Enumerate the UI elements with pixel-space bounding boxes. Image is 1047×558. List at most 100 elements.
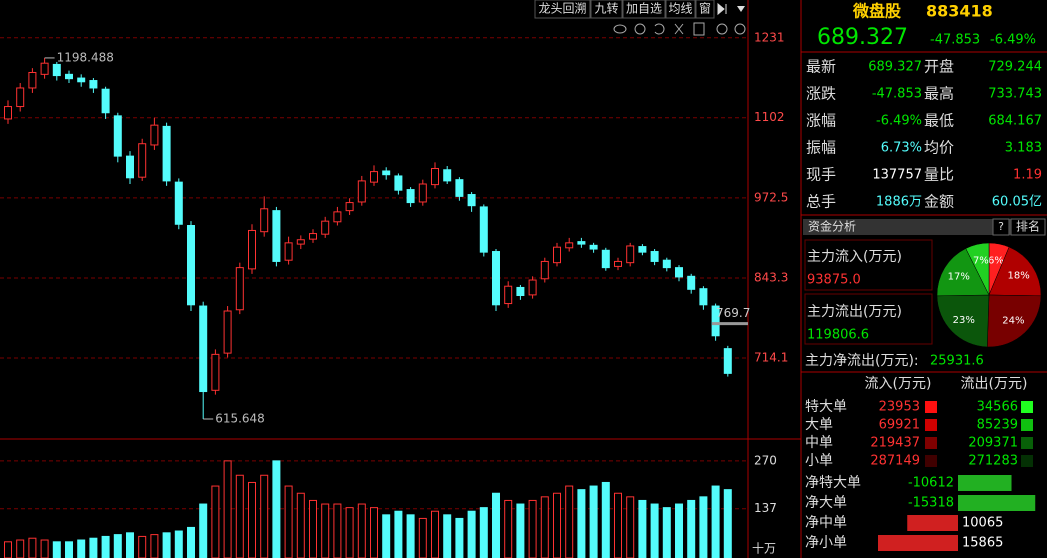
- candle-body: [199, 305, 208, 393]
- volume-bar: [589, 485, 598, 558]
- candle-body: [174, 181, 183, 225]
- candle-body: [614, 260, 622, 267]
- quote-value: 60.05亿: [992, 195, 1042, 210]
- quote-label: 振幅: [806, 139, 836, 157]
- quote-value: 1886万: [876, 195, 922, 210]
- volume-bar: [284, 485, 293, 558]
- quote-value: 6.73%: [881, 141, 922, 156]
- quote-value: 689.327: [868, 60, 922, 75]
- y-tick-label: 137: [754, 501, 777, 515]
- volume-bar: [577, 489, 586, 558]
- candle-body: [272, 210, 281, 262]
- flow-in: 219437: [870, 436, 920, 451]
- volume-bar: [443, 514, 452, 558]
- volume-bar: [711, 485, 720, 558]
- candle-body: [455, 179, 464, 197]
- volume-bar: [614, 492, 622, 558]
- quote-value: 684.167: [988, 114, 1042, 129]
- rank-button[interactable]: [1010, 218, 1046, 236]
- volume-bar: [687, 499, 696, 558]
- candle-body: [4, 106, 12, 120]
- help-button[interactable]: [992, 218, 1010, 236]
- candle-body: [467, 194, 476, 207]
- candle-body: [296, 239, 305, 245]
- toolbar-label[interactable]: 加自选: [626, 2, 662, 16]
- volume-bar: [675, 503, 683, 558]
- cut-icon[interactable]: [674, 23, 684, 35]
- toolbar-button[interactable]: [695, 0, 715, 19]
- zoom-out-icon[interactable]: [734, 23, 746, 35]
- candle-body: [248, 229, 256, 270]
- flow-in-swatch: [925, 455, 937, 467]
- price: 689.327: [817, 25, 908, 50]
- quote-label: 最新: [806, 58, 836, 76]
- toolbar-button[interactable]: [622, 0, 666, 19]
- dropdown-icon[interactable]: [737, 6, 745, 12]
- zoom-in-icon[interactable]: [716, 23, 728, 35]
- volume-bar: [150, 534, 159, 558]
- quote-value: -47.853: [872, 87, 922, 102]
- pie-label: 24%: [1002, 316, 1024, 327]
- extreme-label: 615.648: [215, 412, 265, 426]
- candle-body: [150, 124, 159, 146]
- volume-bar: [101, 535, 110, 558]
- candle-body: [577, 241, 586, 245]
- toolbar-label[interactable]: 九转: [594, 1, 618, 16]
- candle-body: [675, 267, 683, 278]
- pie-slice: [987, 294, 1042, 348]
- y-tick-label: 270: [754, 453, 777, 467]
- target-icon[interactable]: [634, 23, 646, 35]
- net-bar: [958, 495, 1036, 511]
- exit-icon[interactable]: [717, 2, 727, 16]
- outflow-box: [804, 293, 933, 345]
- net-value: -15318: [908, 496, 954, 511]
- volume-bar: [321, 503, 330, 558]
- y-tick-label: 714.1: [754, 351, 788, 365]
- tool-icons[interactable]: [613, 22, 746, 36]
- help-label[interactable]: ?: [998, 220, 1004, 233]
- quote-value: 1.19: [1013, 168, 1042, 183]
- net-name: 净中单: [805, 515, 847, 531]
- rank-label[interactable]: 排名: [1016, 219, 1040, 234]
- net-bar: [878, 535, 958, 551]
- candle-body: [345, 202, 354, 212]
- stock-name: 微盘股: [852, 2, 902, 21]
- volume-bar: [357, 503, 366, 558]
- volume-bar: [455, 517, 464, 558]
- eye-icon[interactable]: [613, 24, 627, 34]
- y-tick-label: 843.3: [754, 270, 788, 284]
- flow-name: 中单: [805, 435, 833, 451]
- candle-body: [504, 285, 513, 305]
- volume-bar: [65, 541, 73, 558]
- volume-bar: [174, 530, 183, 558]
- pie-slice: [965, 242, 990, 296]
- volume-bar: [248, 481, 256, 558]
- volume-bar: [699, 496, 708, 558]
- candle-body: [260, 208, 269, 233]
- toolbar-button[interactable]: [590, 0, 623, 19]
- candle-body: [431, 168, 439, 186]
- page-icon[interactable]: [693, 22, 705, 36]
- outflow-value: 119806.6: [807, 328, 869, 343]
- candle-body: [723, 348, 732, 374]
- toolbar-label[interactable]: 龙头回溯: [538, 1, 586, 16]
- outflow-label: 主力流出(万元): [807, 304, 902, 320]
- toolbar-button[interactable]: [665, 0, 696, 19]
- volume-bar: [345, 507, 354, 558]
- toolbar-button[interactable]: [534, 0, 591, 19]
- candle-body: [528, 279, 537, 296]
- toolbar-label[interactable]: 窗: [699, 2, 711, 16]
- candle-body: [662, 259, 671, 269]
- flow-out-swatch: [1021, 437, 1033, 449]
- flow-out: 34566: [977, 400, 1018, 415]
- quote-value: 137757: [872, 168, 922, 183]
- volume-bar: [187, 526, 195, 558]
- candle-body: [235, 267, 244, 311]
- net-value: 15865: [962, 536, 1003, 551]
- change-pct: -6.49%: [990, 33, 1036, 48]
- toolbar-label[interactable]: 均线: [668, 2, 692, 16]
- candle-body: [126, 155, 134, 179]
- undo-icon[interactable]: [654, 23, 665, 35]
